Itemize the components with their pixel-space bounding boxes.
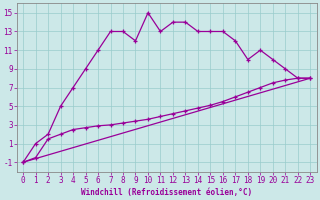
X-axis label: Windchill (Refroidissement éolien,°C): Windchill (Refroidissement éolien,°C) bbox=[81, 188, 252, 197]
